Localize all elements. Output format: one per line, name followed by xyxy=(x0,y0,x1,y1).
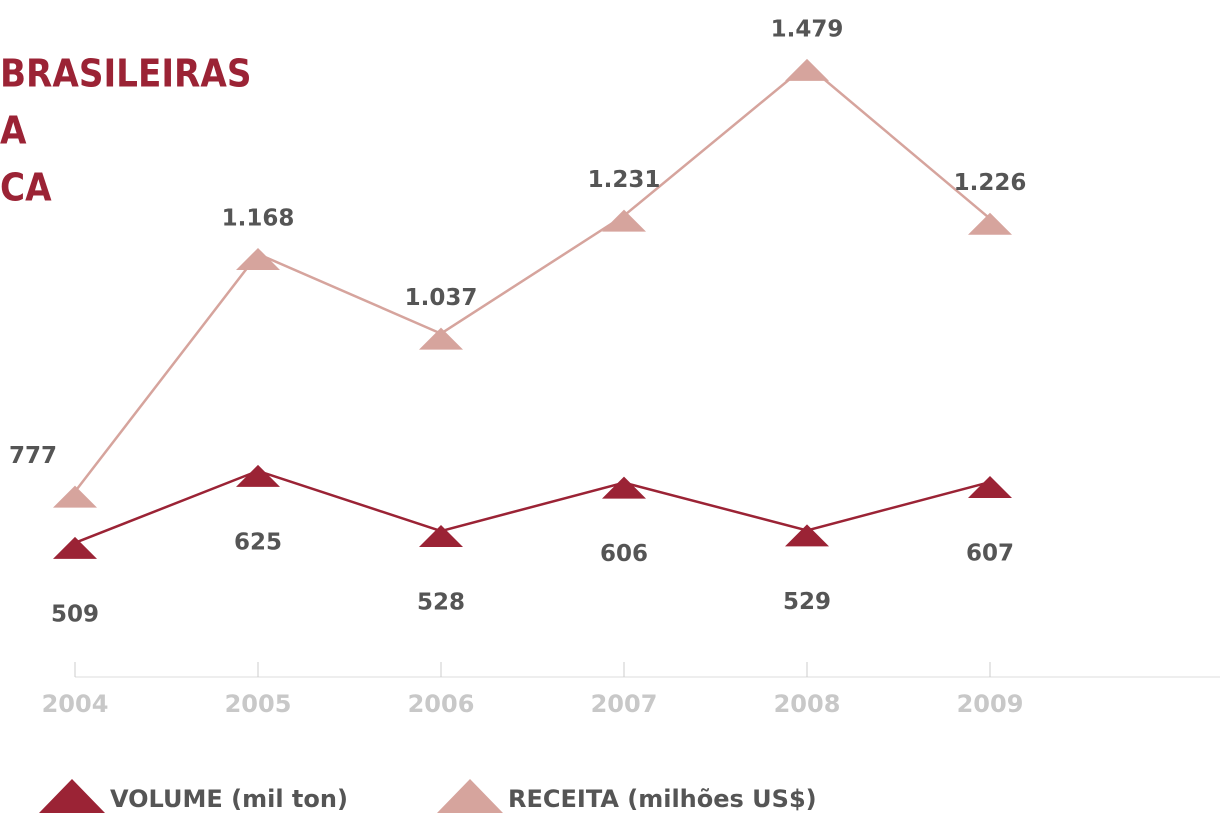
point-marker xyxy=(785,524,829,547)
series-line xyxy=(74,469,991,544)
data-label: 1.037 xyxy=(405,285,478,311)
legend-marker xyxy=(39,779,105,813)
legend-marker xyxy=(437,779,503,813)
data-label: 1.168 xyxy=(222,205,295,231)
series-line xyxy=(74,63,991,493)
x-tick-label: 2007 xyxy=(591,690,658,718)
point-marker xyxy=(236,247,280,270)
chart-title: BRASILEIRAS xyxy=(0,52,251,96)
data-label: 509 xyxy=(51,601,99,627)
point-marker xyxy=(236,464,280,487)
point-marker xyxy=(785,58,829,81)
x-tick-label: 2009 xyxy=(957,690,1024,718)
data-label: 529 xyxy=(783,589,831,615)
x-tick-label: 2006 xyxy=(408,690,475,718)
data-label: 777 xyxy=(9,443,57,469)
data-label: 606 xyxy=(600,541,648,567)
chart-title: A xyxy=(0,109,27,153)
chart-title: CA xyxy=(0,166,52,210)
point-marker xyxy=(419,525,463,548)
legend-label: RECEITA (milhões US$) xyxy=(508,785,817,813)
data-label: 607 xyxy=(966,541,1014,567)
x-tick-label: 2005 xyxy=(225,690,292,718)
point-marker xyxy=(968,212,1012,235)
point-marker xyxy=(53,536,97,559)
point-marker xyxy=(53,485,97,508)
data-label: 1.479 xyxy=(771,16,844,42)
data-label: 528 xyxy=(417,590,465,616)
legend-label: VOLUME (mil ton) xyxy=(110,785,348,813)
x-tick-label: 2008 xyxy=(774,690,841,718)
data-label: 625 xyxy=(234,529,282,555)
data-label: 1.231 xyxy=(588,167,661,193)
point-marker xyxy=(602,209,646,232)
point-marker xyxy=(602,476,646,499)
data-label: 1.226 xyxy=(954,170,1027,196)
point-marker xyxy=(968,476,1012,499)
x-tick-label: 2004 xyxy=(42,690,109,718)
point-marker xyxy=(419,327,463,350)
